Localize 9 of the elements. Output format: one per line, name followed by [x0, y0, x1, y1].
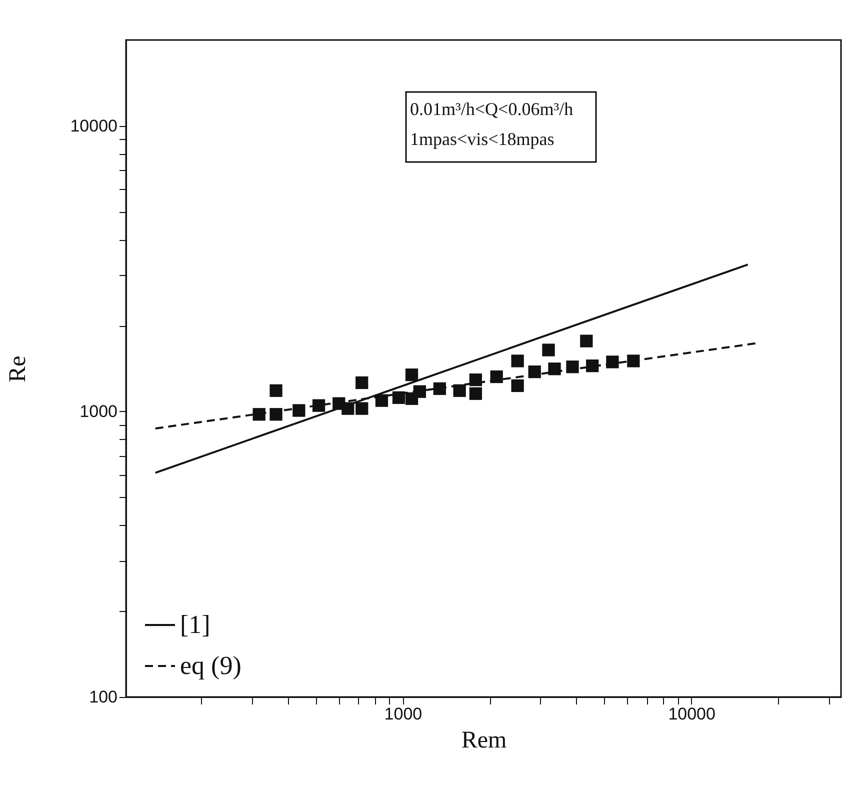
legend-label: [1]	[180, 610, 210, 639]
annotation: 1mpas<vis<18mpas	[410, 129, 554, 149]
legend-label: eq (9)	[180, 651, 242, 680]
x-axis-title: Rem	[461, 728, 507, 754]
annotation: 0.01m³/h<Q<0.06m³/h	[410, 99, 574, 119]
y-tick-label: 1000	[80, 402, 118, 421]
y-tick-label: 10000	[70, 116, 118, 136]
y-axis-title: Re	[5, 356, 32, 382]
y-tick-label: 100	[89, 688, 118, 706]
